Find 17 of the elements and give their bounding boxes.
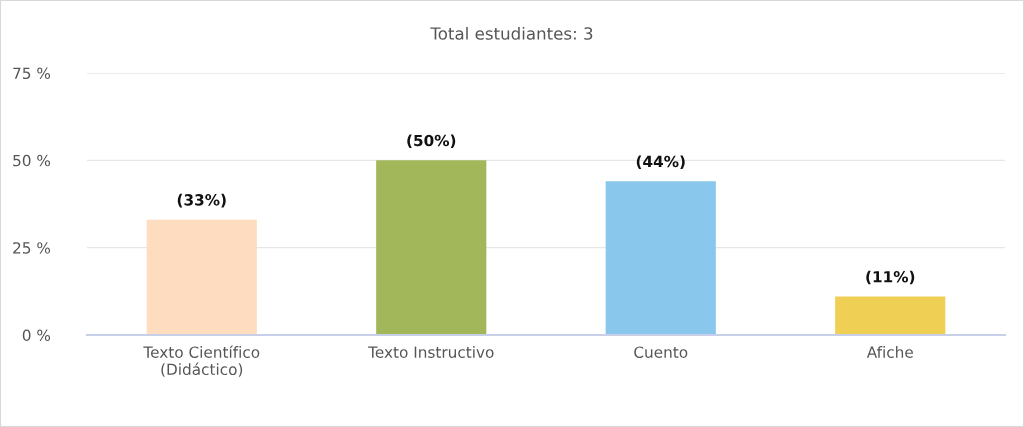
x-tick-label: Texto Científico (Didáctico) (143, 345, 260, 377)
y-tick-label: 0 % (22, 329, 51, 342)
y-tick-label: 75 % (13, 67, 51, 80)
data-label: (44%) (636, 155, 685, 170)
bar (146, 219, 257, 335)
data-label: (33%) (177, 193, 226, 208)
data-label: (50%) (407, 134, 456, 149)
bar (605, 181, 716, 335)
x-tick-label: Afiche (866, 346, 913, 358)
chart-title: Total estudiantes: 3 (430, 26, 593, 40)
bar (835, 296, 946, 335)
x-tick-label: Texto Instructivo (368, 346, 494, 358)
y-tick-label: 25 % (13, 242, 51, 254)
y-tick-label: 50 % (13, 154, 51, 167)
bar (376, 160, 487, 335)
x-tick-label: Cuento (634, 346, 688, 358)
data-label: (11%) (866, 270, 915, 285)
